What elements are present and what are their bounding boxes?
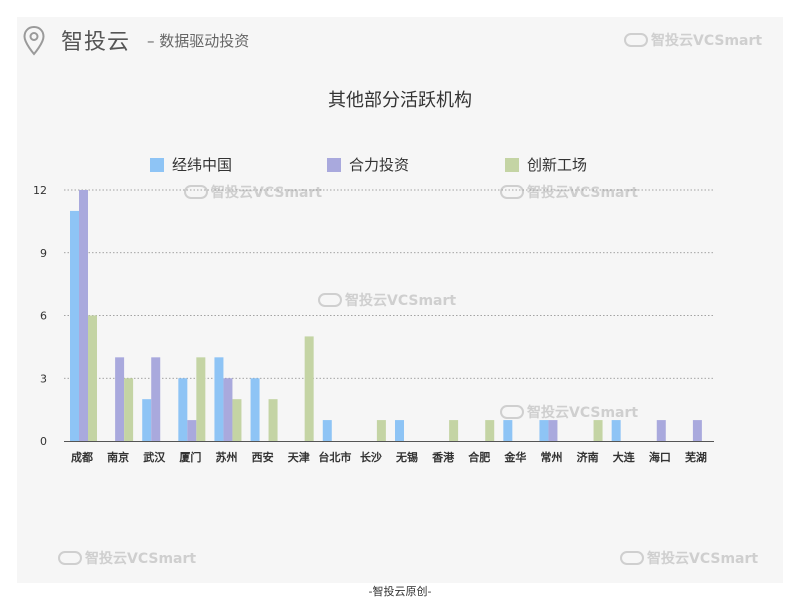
bar-2	[79, 190, 88, 441]
bar-3	[304, 336, 314, 441]
brand-name: 智投云	[61, 30, 131, 55]
watermark: 智投云VCSmart	[624, 30, 762, 50]
watermark: 智投云VCSmart	[58, 548, 196, 568]
legend-item-3: 创新工场	[505, 154, 587, 174]
bar-3	[88, 315, 97, 441]
footer-credit: -智投云原创-	[368, 585, 432, 598]
bar-2	[223, 378, 233, 441]
bar-2	[151, 357, 161, 441]
header: 智投云 – 数据驱动投资	[17, 20, 783, 60]
bar-1	[214, 357, 224, 441]
legend-label: 经纬中国	[172, 156, 233, 174]
cloud-logo-icon	[500, 185, 524, 199]
bar-1	[322, 420, 332, 441]
x-tick-label: 常州	[541, 450, 563, 464]
x-tick-label: 芜湖	[685, 450, 707, 464]
y-tick-label: 9	[40, 247, 47, 260]
bar-2	[548, 420, 558, 441]
chart-panel	[17, 17, 783, 583]
bar-3	[485, 420, 495, 441]
y-tick-label: 6	[40, 310, 47, 323]
bar-3	[268, 399, 278, 441]
watermark: 智投云VCSmart	[620, 548, 758, 568]
bar-1	[70, 210, 79, 441]
cloud-logo-icon	[620, 551, 644, 565]
y-tick-label: 12	[33, 184, 47, 197]
legend-label: 合力投资	[349, 156, 410, 174]
bar-1	[611, 420, 621, 441]
map-pin-icon	[23, 26, 45, 56]
bar-2	[692, 420, 702, 441]
bar-3	[376, 420, 386, 441]
legend-label: 创新工场	[527, 156, 588, 174]
x-tick-label: 金华	[503, 450, 526, 464]
x-tick-label: 西安	[252, 450, 274, 464]
cloud-logo-icon	[184, 185, 208, 199]
x-tick-label: 武汉	[143, 450, 166, 464]
x-tick-label: 南京	[107, 450, 129, 464]
x-tick-label: 无锡	[395, 450, 418, 464]
x-tick-label: 香港	[431, 450, 455, 464]
bar-1	[539, 420, 549, 441]
x-tick-label: 海口	[649, 450, 671, 464]
watermark: 智投云VCSmart	[500, 182, 638, 202]
cloud-logo-icon	[624, 33, 648, 47]
bar-3	[196, 357, 206, 441]
watermark: 智投云VCSmart	[184, 182, 322, 202]
bar-1	[503, 420, 513, 441]
y-tick-label: 0	[40, 435, 47, 448]
x-tick-label: 成都	[71, 450, 93, 464]
x-tick-label: 台北市	[318, 450, 351, 464]
watermark: 智投云VCSmart	[500, 402, 638, 422]
watermark: 智投云VCSmart	[318, 290, 456, 310]
legend-swatch	[505, 158, 519, 172]
bar-3	[593, 420, 603, 441]
bar-3	[124, 378, 134, 441]
x-tick-label: 济南	[577, 450, 599, 464]
legend-item-1: 经纬中国	[150, 154, 232, 174]
x-tick-label: 合肥	[468, 450, 490, 464]
bar-2	[187, 420, 197, 441]
chart-title: 其他部分活跃机构	[328, 90, 472, 111]
bar-1	[142, 399, 152, 441]
legend-swatch	[327, 158, 341, 172]
y-tick-label: 3	[40, 372, 47, 385]
cloud-logo-icon	[318, 293, 342, 307]
bar-1	[395, 420, 404, 441]
bar-2	[656, 420, 666, 441]
bar-3	[449, 420, 459, 441]
x-tick-label: 长沙	[360, 450, 382, 464]
bar-1	[250, 378, 260, 441]
x-tick-label: 苏州	[216, 450, 238, 464]
cloud-logo-icon	[500, 405, 524, 419]
legend-swatch	[150, 158, 164, 172]
bar-2	[115, 357, 125, 441]
x-tick-label: 厦门	[179, 450, 201, 464]
x-tick-label: 大连	[613, 450, 636, 464]
x-tick-label: 天津	[288, 450, 310, 464]
legend-item-2: 合力投资	[327, 154, 409, 174]
brand-slogan: – 数据驱动投资	[147, 32, 250, 50]
bar-3	[232, 399, 242, 441]
bar-1	[178, 378, 188, 441]
cloud-logo-icon	[58, 551, 82, 565]
